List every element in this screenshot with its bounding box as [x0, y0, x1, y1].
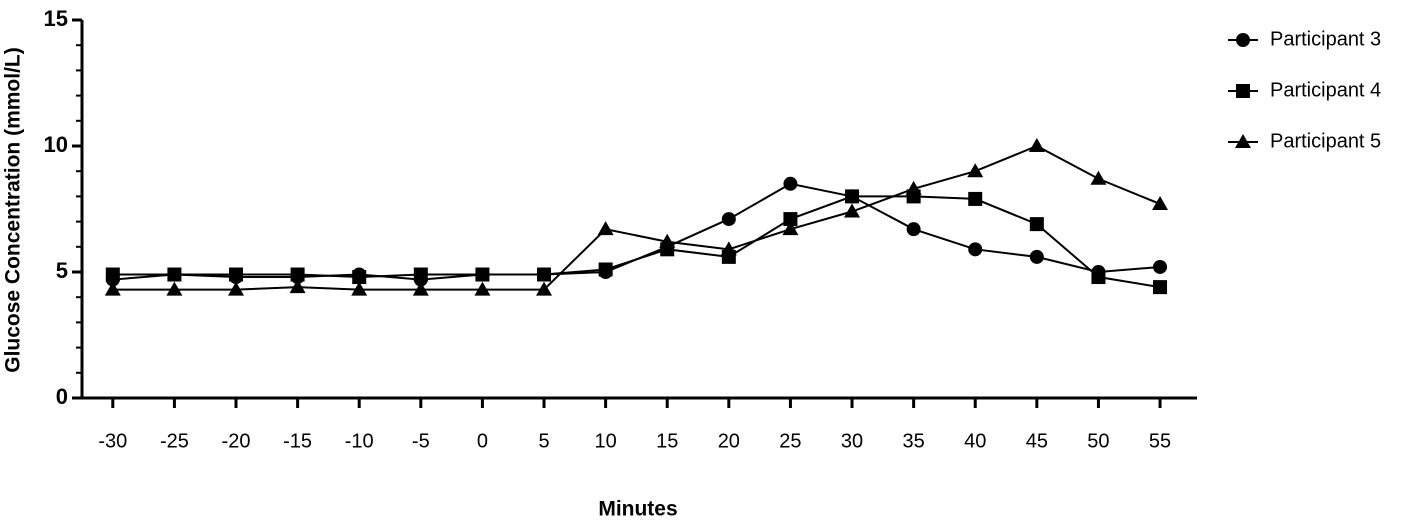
- data-point: [289, 279, 306, 294]
- x-tick-label: 0: [477, 430, 488, 452]
- data-point: [412, 281, 429, 296]
- data-point: [597, 221, 614, 236]
- data-point: [1028, 138, 1045, 152]
- data-point: [1091, 270, 1106, 285]
- data-point: [351, 281, 368, 296]
- data-point: [783, 212, 798, 227]
- x-tick-label: -15: [283, 430, 312, 452]
- data-point: [474, 281, 491, 296]
- data-point: [968, 191, 983, 206]
- data-point: [1153, 259, 1168, 274]
- legend-marker: [1236, 84, 1250, 98]
- legend-label: Participant 4: [1270, 79, 1381, 101]
- x-tick-label: 30: [841, 430, 863, 452]
- data-point: [537, 267, 552, 282]
- y-axis-title: Glucose Concentration (mmol/L): [2, 47, 25, 373]
- x-axis-title: Minutes: [598, 498, 677, 521]
- legend-label: Participant 3: [1270, 28, 1381, 50]
- x-tick-label: 10: [594, 430, 616, 452]
- x-tick-label: 15: [656, 430, 678, 452]
- legend-marker: [1236, 33, 1250, 47]
- x-tick-label: 45: [1026, 430, 1048, 452]
- data-point: [967, 163, 984, 178]
- data-point: [228, 281, 245, 296]
- data-point: [1029, 217, 1044, 232]
- x-tick-label: 5: [538, 430, 549, 452]
- data-point: [536, 281, 553, 296]
- x-tick-label: -5: [412, 430, 430, 452]
- data-point: [229, 267, 244, 282]
- legend-marker: [1235, 134, 1251, 148]
- data-point: [352, 270, 367, 285]
- data-point: [167, 267, 182, 282]
- data-point: [720, 241, 737, 256]
- x-tick-label: -30: [98, 430, 127, 452]
- y-tick-label: 5: [56, 258, 68, 283]
- x-tick-label: 50: [1087, 430, 1109, 452]
- data-point: [782, 221, 799, 236]
- data-point: [845, 189, 860, 204]
- x-tick-label: 25: [779, 430, 801, 452]
- data-point: [598, 262, 613, 277]
- data-point: [1152, 195, 1169, 210]
- data-point: [475, 267, 490, 282]
- series-line: [112, 144, 1161, 291]
- y-tick-label: 0: [56, 384, 68, 409]
- series-line: [112, 195, 1161, 289]
- x-tick-label: -10: [345, 430, 374, 452]
- data-point: [844, 203, 861, 218]
- series-line: [112, 182, 1161, 281]
- y-tick-label: 10: [44, 132, 68, 157]
- data-point: [783, 176, 798, 191]
- data-point: [166, 281, 183, 296]
- data-point: [659, 233, 676, 248]
- data-point: [905, 180, 922, 195]
- x-tick-label: 20: [718, 430, 740, 452]
- legend-label: Participant 5: [1270, 130, 1381, 152]
- data-point: [721, 212, 736, 227]
- x-tick-label: 40: [964, 430, 986, 452]
- data-point: [413, 267, 428, 282]
- x-tick-label: -25: [160, 430, 189, 452]
- data-point: [1029, 249, 1044, 264]
- x-tick-label: 55: [1149, 430, 1171, 452]
- data-point: [968, 242, 983, 257]
- data-point: [1153, 280, 1168, 295]
- data-point: [104, 281, 121, 296]
- data-point: [1090, 170, 1107, 185]
- data-point: [105, 267, 120, 282]
- y-tick-label: 15: [44, 6, 68, 31]
- data-point: [290, 267, 305, 282]
- data-point: [906, 222, 921, 237]
- x-tick-label: 35: [903, 430, 925, 452]
- x-tick-label: -20: [222, 430, 251, 452]
